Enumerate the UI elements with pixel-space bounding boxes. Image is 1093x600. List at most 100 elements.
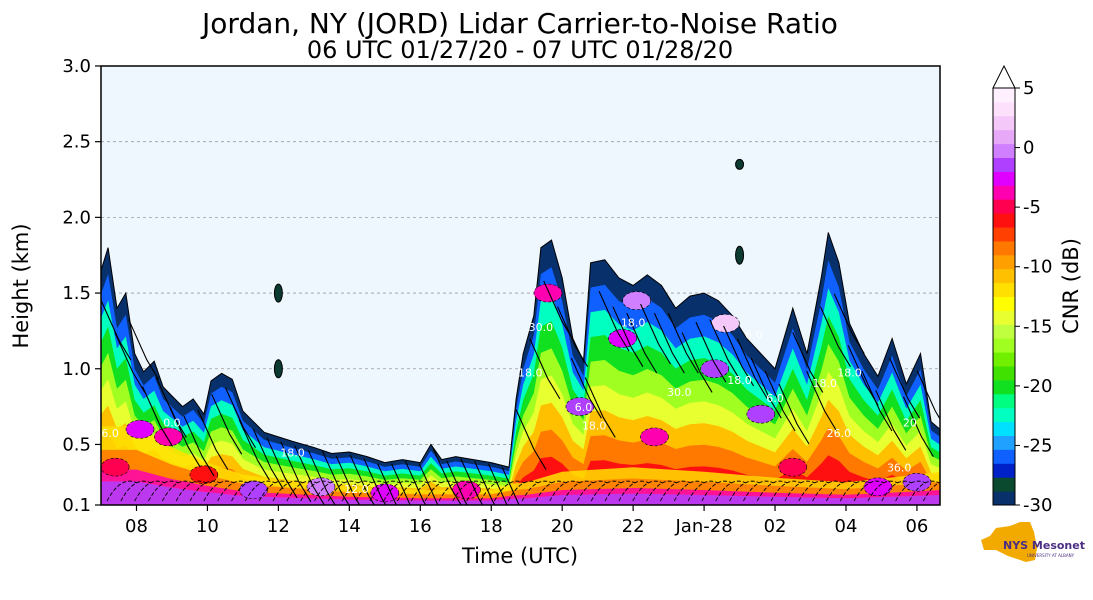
colorbar-swatch <box>993 379 1015 395</box>
colorbar-extend-arrow <box>992 64 1016 89</box>
contour-line <box>853 480 885 502</box>
contour-line <box>327 480 359 502</box>
contour-line <box>701 480 733 502</box>
wind-barb <box>266 437 298 499</box>
y-tick-label: 1.0 <box>62 359 91 380</box>
wind-barb <box>142 386 173 447</box>
colorbar: 5 0 -5 -10 -15 -20 -25 -30 <box>992 64 1052 516</box>
plot-frame <box>100 65 941 506</box>
wind-barb <box>750 357 782 419</box>
contour-label: 26.0 <box>827 427 852 440</box>
contour-line <box>397 480 428 502</box>
contour-line <box>770 480 802 502</box>
contour-line <box>715 480 746 502</box>
colorbar-swatch <box>993 240 1015 256</box>
colorbar-swatch <box>993 421 1015 436</box>
wind-barb <box>391 463 411 505</box>
colorbar-label: CNR (dB) <box>1059 238 1083 334</box>
colorbar-tick-label: 5 <box>1023 78 1034 99</box>
contour-labels: -6.00.018.012.030.018.06.018.018.030.06.… <box>101 316 917 496</box>
colorbar-swatch <box>993 143 1015 158</box>
contour-line <box>120 480 152 502</box>
contour-line <box>756 480 788 502</box>
wind-barb <box>529 338 561 400</box>
contour-line <box>867 480 899 502</box>
wind-barb <box>404 460 427 505</box>
hotspot <box>125 420 155 439</box>
contour-label: 18.0 <box>280 447 305 460</box>
contour-line <box>161 480 193 502</box>
nys-mesonet-logo: NYS Mesonet UNIVERSITY AT ALBANY <box>981 522 1085 562</box>
contour-label: 18.0 <box>837 366 862 379</box>
contour-line <box>604 480 636 502</box>
colorbar-swatch <box>993 213 1015 228</box>
hotspot <box>608 329 637 348</box>
wind-barb <box>889 357 921 419</box>
contour-label: 20 <box>903 416 917 429</box>
wind-barb <box>487 463 508 505</box>
colorbar-swatch <box>993 463 1015 478</box>
colorbar-tick-label: -30 <box>1023 495 1052 516</box>
x-tick-label: 10 <box>196 516 219 537</box>
contour-line <box>577 480 608 502</box>
wind-barb <box>128 319 160 380</box>
colorbar-tick-label: -5 <box>1023 197 1041 218</box>
colorbar-swatch <box>993 407 1015 423</box>
logo-state-shape <box>981 522 1037 562</box>
wind-barb <box>833 293 865 355</box>
colorbar-swatch <box>993 366 1015 381</box>
chart-title: Jordan, NY (JORD) Lidar Carrier-to-Noise… <box>200 7 838 40</box>
colorbar-swatch <box>993 199 1015 214</box>
contour-line <box>590 480 622 502</box>
colorbar-swatch <box>993 254 1015 270</box>
contour-line <box>258 480 290 502</box>
contour-line <box>286 480 318 502</box>
contour-line <box>452 480 484 502</box>
contour-line <box>383 480 414 502</box>
wind-barb <box>875 390 907 451</box>
contour-line <box>369 480 401 502</box>
contour-line <box>175 480 207 502</box>
contour-line <box>729 480 760 502</box>
wind-barb <box>695 321 727 383</box>
contour-line <box>673 480 705 502</box>
hotspot <box>154 427 183 447</box>
wind-barb <box>806 370 838 432</box>
wind-barb <box>916 370 940 420</box>
contour-line <box>244 480 276 502</box>
contour-label: 12.0 <box>344 483 369 496</box>
colorbar-swatch <box>993 393 1015 409</box>
contour-line <box>438 480 470 502</box>
wind-barb <box>197 409 229 470</box>
logo-subtext: UNIVERSITY AT ALBANY <box>1027 553 1075 558</box>
colorbar-tick-label: -10 <box>1023 257 1052 278</box>
wind-barb <box>211 393 243 455</box>
wind-barb <box>363 458 387 505</box>
contour-line <box>521 480 553 502</box>
colorbar-swatch <box>993 115 1015 131</box>
contour-line <box>632 480 663 502</box>
wind-barb <box>736 338 768 400</box>
hotspot <box>863 477 893 497</box>
contour-line <box>355 480 387 502</box>
contour-label: 0.0 <box>163 416 181 429</box>
wind-barb <box>598 291 630 352</box>
x-tick-label: 04 <box>835 516 858 537</box>
wind-barb <box>321 450 350 505</box>
contour-line <box>660 480 691 502</box>
wind-barb <box>778 383 810 445</box>
contour-line <box>148 480 179 502</box>
colorbar-swatch <box>993 282 1015 297</box>
wind-barb <box>280 441 312 503</box>
wind-barb <box>667 312 699 374</box>
wind-barb <box>474 460 496 505</box>
contour-line <box>480 480 511 502</box>
hotspot <box>778 457 808 477</box>
colorbar-swatch <box>993 129 1015 145</box>
contour-label: 18.0 <box>727 374 752 387</box>
wind-barb <box>819 306 851 367</box>
contour-label: 6.0 <box>766 392 784 405</box>
contour-line <box>909 480 940 502</box>
contour-line <box>826 480 857 502</box>
